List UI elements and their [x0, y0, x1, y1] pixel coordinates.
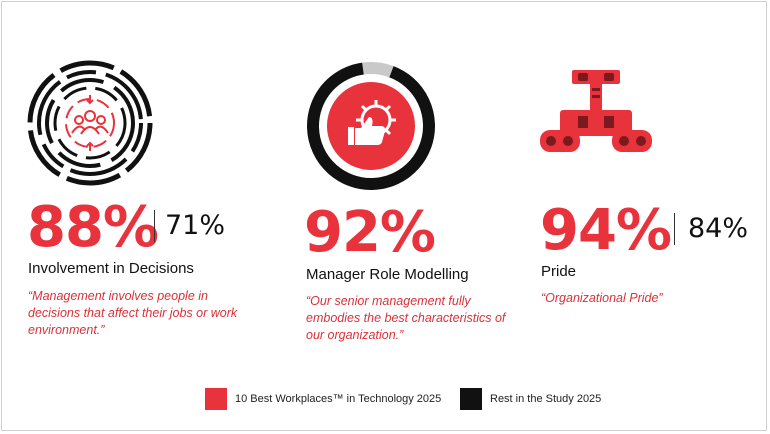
- best-workplaces-value: 94%: [540, 198, 672, 263]
- legend-swatch-black: [460, 388, 482, 410]
- rest-of-study-value: 84%: [688, 213, 749, 244]
- legend-rest-of-study: Rest in the Study 2025: [460, 387, 601, 411]
- gear-thumbs-up-icon: [307, 61, 435, 190]
- value-divider: [674, 213, 675, 245]
- legend-best-workplaces: 10 Best Workplaces™ in Technology 2025: [205, 387, 441, 411]
- best-workplaces-value: 88%: [27, 195, 159, 260]
- card-quote: “Management involves people in decisions…: [28, 289, 238, 337]
- card-title: Pride: [541, 263, 577, 280]
- people-target-icon: [27, 60, 153, 186]
- card-quote: “Organizational Pride”: [541, 291, 663, 305]
- card-title: Manager Role Modelling: [306, 266, 469, 283]
- legend-swatch-red: [205, 388, 227, 410]
- card-title: Involvement in Decisions: [28, 260, 194, 277]
- rest-of-study-value: 71%: [165, 210, 226, 241]
- card-quote: “Our senior management fully embodies th…: [306, 294, 506, 342]
- legend-label: Rest in the Study 2025: [490, 393, 602, 405]
- robot-tank-icon: [540, 70, 652, 152]
- legend-label: 10 Best Workplaces™ in Technology 2025: [235, 393, 442, 405]
- best-workplaces-value: 92%: [304, 200, 436, 265]
- value-divider: [154, 210, 155, 242]
